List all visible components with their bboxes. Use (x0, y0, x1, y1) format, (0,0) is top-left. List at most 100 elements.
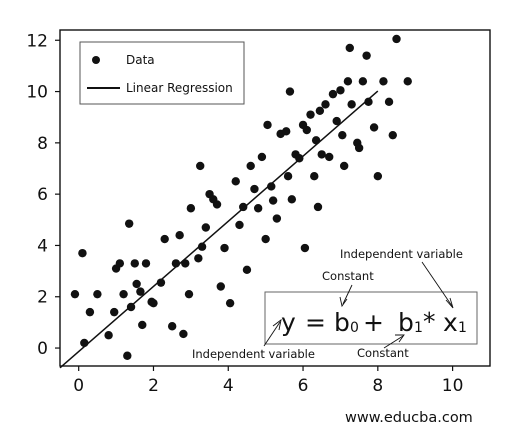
data-point (132, 279, 141, 289)
equation-y: y (281, 308, 296, 337)
arrow-constant-bottom (383, 335, 404, 349)
equation-b0-subscript: 0 (350, 320, 359, 336)
data-point (267, 182, 276, 191)
y-tick-label: 2 (37, 288, 48, 308)
data-point (317, 150, 326, 159)
x-tick-label: 6 (298, 376, 309, 396)
data-point (283, 171, 293, 181)
data-point (325, 152, 334, 162)
y-tick-label: 8 (37, 134, 48, 154)
arrow-constant-top-head (339, 296, 348, 308)
data-point (392, 34, 401, 44)
data-point (338, 130, 347, 140)
equation-box (264, 291, 478, 345)
data-point (93, 289, 102, 299)
y-tick-label: 4 (37, 236, 48, 256)
data-point (171, 259, 181, 268)
equation-annotation: y = b 0 + b 1 * x 1 Independent variable… (192, 247, 478, 361)
data-point (197, 242, 207, 251)
label-constant-bottom: Constant (357, 346, 409, 360)
equation-plus: + (363, 308, 384, 337)
watermark: www.educba.com (345, 410, 473, 426)
data-point (85, 307, 95, 317)
data-point (313, 202, 323, 212)
data-point (358, 77, 368, 86)
data-point (246, 161, 255, 171)
regression-line (59, 90, 379, 369)
data-point (196, 161, 205, 171)
data-point (104, 331, 113, 340)
data-point (347, 100, 356, 109)
data-point (130, 259, 139, 268)
data-point (186, 204, 196, 213)
data-point (287, 195, 297, 204)
data-point (201, 223, 211, 232)
data-point (388, 130, 397, 140)
data-point (373, 171, 383, 181)
data-point (295, 154, 304, 163)
data-point (184, 289, 194, 299)
data-point (179, 329, 188, 339)
arrow-independent-bottom (263, 321, 281, 347)
data-point (70, 289, 80, 299)
label-independent-bottom: Independent variable (192, 347, 315, 361)
data-point (332, 116, 341, 126)
data-point (231, 177, 240, 186)
data-point (379, 77, 388, 86)
equation-x-subscript: 1 (458, 320, 467, 336)
data-point (149, 298, 158, 308)
data-point (220, 243, 229, 253)
data-point (261, 234, 270, 244)
data-point (336, 86, 345, 95)
legend: Data Linear Regression (79, 41, 245, 105)
arrow-independent-top-head (445, 297, 454, 309)
data-point (123, 351, 132, 360)
equation-star: * (423, 307, 436, 336)
data-point (181, 259, 190, 268)
data-point (78, 248, 87, 258)
data-point (216, 282, 225, 291)
legend-line-label: Linear Regression (126, 81, 233, 95)
data-point (364, 97, 373, 107)
data-point (239, 202, 248, 212)
data-point (403, 77, 412, 86)
data-point (343, 77, 353, 86)
data-point (321, 100, 330, 109)
equation-equals: = (305, 308, 326, 337)
regression-layer (59, 90, 379, 369)
data-point (119, 289, 128, 299)
data-point (160, 234, 169, 244)
data-point (282, 127, 291, 136)
x-tick-label: 10 (442, 376, 464, 396)
arrow-independent-top (421, 261, 453, 307)
annotation-arrows (263, 261, 454, 349)
data-point (175, 230, 184, 240)
data-point (306, 110, 315, 119)
data-point (115, 259, 125, 268)
data-point (369, 123, 379, 132)
arrow-constant-top (342, 284, 353, 305)
data-point (126, 302, 136, 312)
data-point (80, 338, 89, 348)
data-point (253, 204, 263, 213)
legend-data-label: Data (126, 53, 155, 67)
data-point (272, 214, 282, 223)
data-point (345, 43, 354, 53)
x-tick-label: 2 (148, 376, 159, 396)
data-point (156, 278, 166, 287)
data-point (194, 254, 203, 263)
equation-b0: b (334, 308, 350, 337)
plot-frame (59, 29, 491, 367)
data-point (310, 171, 319, 181)
data-point (141, 259, 151, 268)
data-point (263, 120, 272, 130)
y-axis: 0 2 4 6 8 10 12 (26, 31, 60, 359)
x-axis: 0 2 4 6 8 10 (73, 366, 463, 396)
y-tick-label: 0 (37, 339, 48, 359)
data-point (354, 143, 364, 153)
data-point (138, 320, 147, 330)
equation-b1-subscript: 1 (414, 320, 423, 336)
data-point (315, 106, 325, 115)
legend-box (79, 41, 245, 105)
